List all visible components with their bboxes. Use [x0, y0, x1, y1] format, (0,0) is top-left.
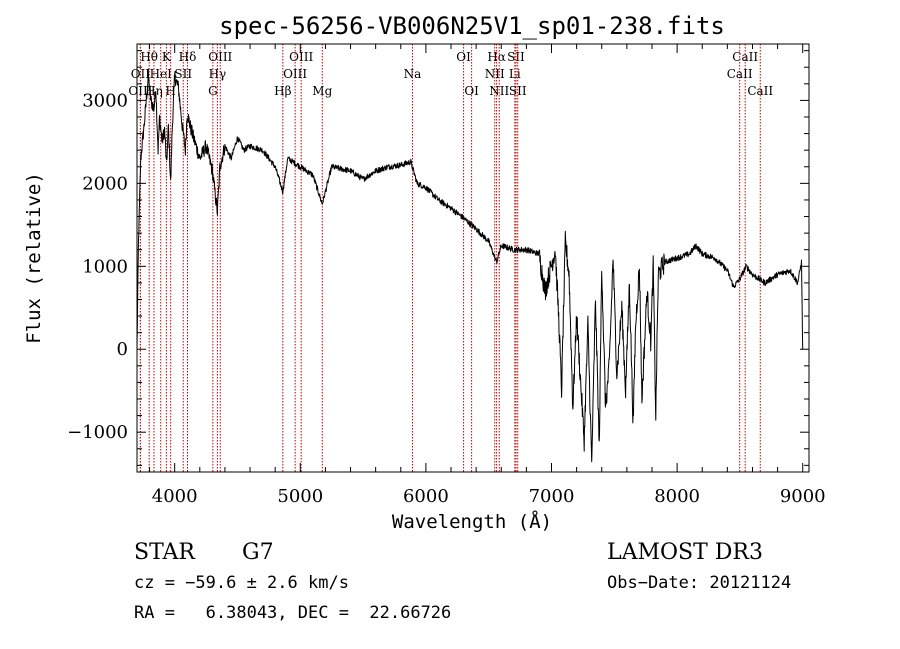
- spectral-line-label: Mg: [312, 84, 332, 98]
- spectral-line-label: OIII: [208, 50, 232, 64]
- survey-name: LAMOST DR3: [607, 540, 763, 565]
- spectral-line-label: OIII: [289, 50, 313, 64]
- y-tick-label: 1000: [82, 256, 128, 277]
- x-tick-label: 9000: [780, 486, 826, 507]
- spectral-line-label: Hδ: [179, 50, 197, 64]
- spectral-line-label: OI: [456, 50, 471, 64]
- spectral-line-label: NII: [489, 84, 509, 98]
- spectral-line-label: Hβ: [274, 84, 291, 98]
- spectral-line-label: SII: [507, 50, 525, 64]
- obs-date: Obs−Date: 20121124: [607, 573, 792, 593]
- cz-value: cz = −59.6 ± 2.6 km/s: [134, 573, 349, 593]
- x-tick-label: 4000: [152, 486, 198, 507]
- plot-frame: [136, 43, 810, 473]
- ra-dec: RA = 6.38043, DEC = 22.66726: [134, 603, 452, 623]
- x-tick-label: 5000: [277, 486, 323, 507]
- x-tick-label: 6000: [403, 486, 449, 507]
- x-tick-label: 8000: [654, 486, 700, 507]
- spectral-line-label: Li: [509, 67, 521, 81]
- chart-title: spec-56256-VB006N25V1_sp01-238.fits: [219, 12, 725, 40]
- x-axis-label: Wavelength (Å): [392, 510, 552, 533]
- spectral-line-label: Hθ: [140, 50, 158, 64]
- spectral-line-label: CaII: [727, 67, 753, 81]
- subclass: G7: [242, 540, 274, 565]
- spectral-line-label: CaII: [732, 50, 758, 64]
- spectral-line-label: G: [208, 84, 218, 98]
- x-tick-label: 7000: [529, 486, 575, 507]
- y-axis-label: Flux (relative): [23, 172, 45, 344]
- spectral-line-label: Na: [404, 67, 422, 81]
- spectral-line-label: OI: [464, 84, 479, 98]
- y-tick-label: 3000: [82, 90, 128, 111]
- spectral-line-label: H: [165, 84, 175, 98]
- y-tick-label: 0: [117, 339, 128, 360]
- spectrum-series: [136, 68, 804, 463]
- spectral-line-label: SII: [509, 84, 527, 98]
- spectral-line-label: SII: [174, 67, 192, 81]
- axis-ticks: 4000 5000 6000 7000 8000 9000 −1000 0 1000 2000 30…: [67, 44, 826, 507]
- y-tick-label: −1000: [67, 422, 128, 443]
- spectral-line-label: Hγ: [209, 67, 227, 81]
- spectrum-line: [136, 68, 804, 463]
- spectral-line-label: HeI: [150, 67, 173, 81]
- object-type: STAR: [134, 540, 195, 565]
- spectral-line-label: OIII: [283, 67, 307, 81]
- spectral-line-label: Hα: [487, 50, 506, 64]
- y-tick-label: 2000: [82, 173, 128, 194]
- spectral-line-label: CaII: [747, 84, 773, 98]
- spectral-line-label: NII: [485, 67, 505, 81]
- spectral-line-label: K: [162, 50, 172, 64]
